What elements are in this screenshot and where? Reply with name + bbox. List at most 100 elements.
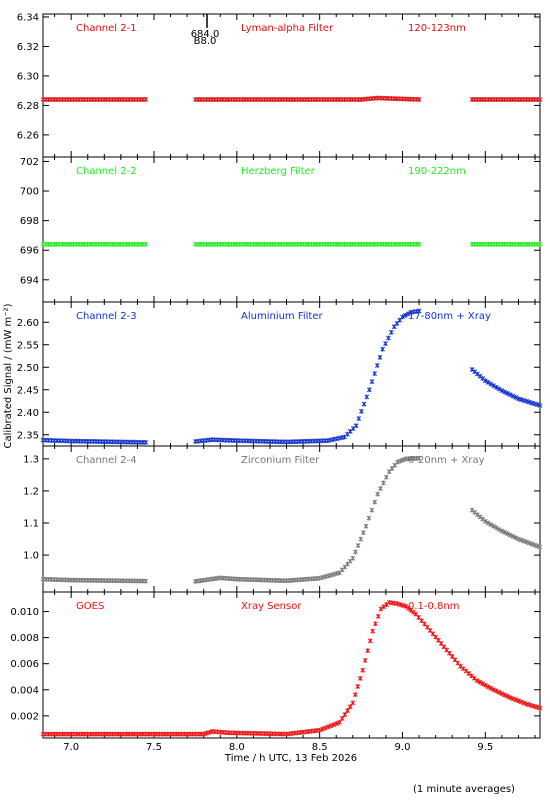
data-point	[362, 658, 368, 663]
y-tick-label: 1.2	[23, 486, 39, 497]
marker-label: 684.0	[191, 29, 220, 40]
data-point	[400, 603, 406, 608]
data-point	[507, 392, 513, 398]
data-point	[537, 97, 543, 102]
panel-frame	[42, 591, 541, 739]
data-point	[397, 458, 403, 464]
panel-band-label: 17-80nm + Xray	[408, 311, 491, 322]
y-tick-label: 2.50	[17, 363, 39, 374]
data-point	[395, 459, 400, 465]
data-point	[507, 532, 513, 538]
data-point	[369, 507, 375, 513]
x-tick-label: 9.5	[477, 742, 493, 753]
data-series	[40, 241, 543, 247]
data-point	[363, 523, 369, 529]
data-point	[355, 543, 361, 548]
data-point	[537, 705, 543, 711]
data-point	[516, 698, 521, 704]
data-point	[402, 312, 408, 318]
panel-band-label: 6-20nm + Xray	[408, 455, 485, 466]
data-point	[494, 525, 499, 531]
x-axis-label: Time / h UTC, 13 Feb 2026	[224, 753, 357, 764]
data-point	[494, 384, 499, 390]
x-tick-label: 8.0	[229, 742, 245, 753]
data-point	[366, 515, 372, 521]
y-tick-label: 1.3	[23, 454, 39, 465]
data-point	[527, 702, 532, 708]
data-point	[518, 397, 524, 402]
data-point	[521, 398, 527, 403]
data-point	[496, 689, 502, 695]
data-point	[395, 601, 400, 607]
data-point	[524, 539, 529, 545]
data-point	[532, 401, 537, 407]
data-point	[482, 378, 488, 384]
data-point	[524, 398, 529, 404]
data-point	[488, 522, 494, 528]
data-point	[518, 699, 524, 705]
data-point	[529, 400, 535, 406]
data-point	[372, 499, 378, 505]
data-point	[502, 389, 508, 395]
data-point	[513, 697, 519, 703]
data-point	[534, 543, 540, 549]
data-point	[381, 480, 386, 486]
data-point	[337, 719, 342, 725]
data-point	[499, 528, 505, 534]
y-tick-label: 696	[20, 246, 39, 257]
data-point	[499, 388, 505, 394]
marker-label: B8.0	[194, 36, 217, 47]
panel-filter-label: Zirconium Filter	[241, 455, 320, 466]
data-point	[334, 721, 340, 726]
data-point	[529, 541, 535, 547]
y-tick-label: 2.55	[17, 340, 39, 351]
x-tick-label: 7.0	[63, 742, 79, 753]
data-point	[339, 716, 345, 721]
x-axis: 7.0 7.5 8.0 8.5 9.0 9.5	[63, 742, 493, 753]
data-point	[384, 602, 389, 608]
data-series	[40, 308, 543, 445]
panel-band-label: 0.1-0.8nm	[408, 601, 460, 612]
data-point	[353, 423, 359, 429]
y-tick-label: 6.30	[17, 71, 39, 82]
y-tick-label: 6.26	[17, 130, 39, 141]
data-point	[342, 712, 348, 717]
data-point	[358, 536, 364, 542]
panel-channel-label: Channel 2-1	[76, 23, 137, 34]
data-point	[322, 725, 328, 731]
data-point	[416, 455, 422, 461]
data-point	[365, 648, 371, 654]
data-point	[369, 379, 375, 385]
panel-filter-label: Lyman-alpha Filter	[241, 23, 334, 34]
data-point	[350, 555, 356, 561]
data-point	[374, 363, 380, 368]
data-point	[516, 536, 521, 542]
panel-filter-label: Herzberg Filter	[241, 166, 316, 177]
data-point	[143, 97, 149, 102]
data-series	[40, 600, 543, 737]
data-point	[350, 700, 356, 706]
data-point	[505, 693, 510, 699]
y-tick-label: 6.34	[17, 12, 39, 23]
data-point	[510, 533, 516, 539]
data-point	[416, 308, 422, 314]
data-point	[534, 402, 540, 408]
y-tick-label: 0.004	[10, 685, 39, 696]
data-point	[537, 403, 543, 408]
data-point	[378, 606, 384, 612]
data-point	[474, 678, 480, 684]
data-point	[373, 621, 378, 627]
panel-3: 2.35 2.40 2.45 2.50 2.55 2.60 Channel 2-3 Alumi…	[17, 301, 543, 447]
data-point	[485, 520, 491, 526]
panel-channel-label: GOES	[76, 601, 104, 612]
panel-channel-label: Channel 2-4	[76, 455, 137, 466]
data-point	[388, 329, 394, 335]
data-point	[491, 383, 496, 389]
data-point	[375, 613, 381, 619]
data-point	[361, 530, 366, 536]
data-point	[537, 241, 543, 247]
data-point	[380, 346, 385, 352]
y-tick-label: 6.28	[17, 101, 39, 112]
data-point	[510, 696, 516, 702]
